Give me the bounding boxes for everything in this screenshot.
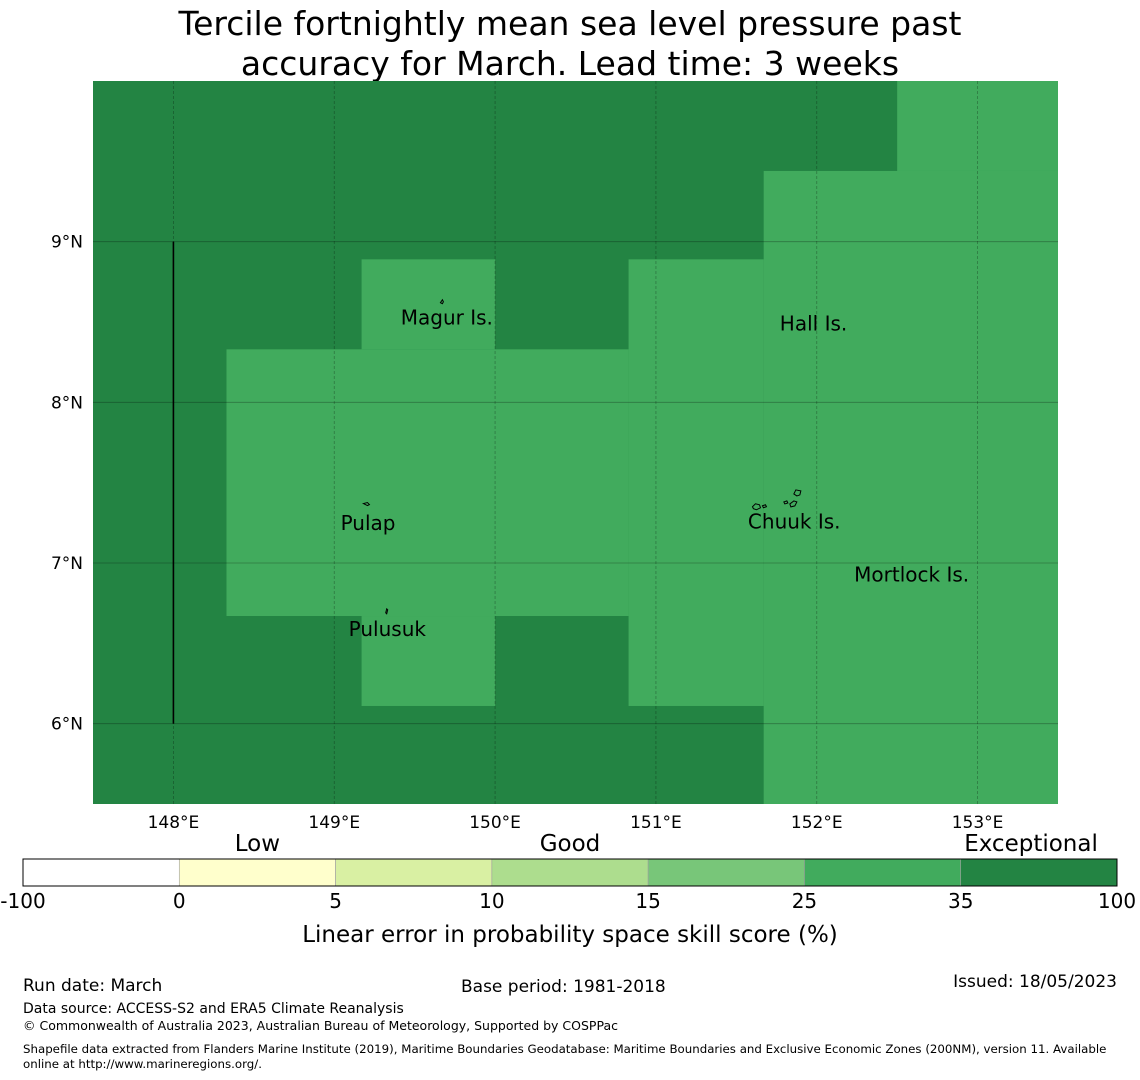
island-outline [751,503,768,511]
shapefile-credit-line-2: online at http://www.marineregions.org/. [23,1057,262,1071]
colorbar-category-label: Low [235,831,280,857]
colorbar-segment [960,858,1118,887]
colorbar-tick-label: 25 [792,889,817,913]
data-source: Data source: ACCESS-S2 and ERA5 Climate … [23,1001,404,1017]
island-outline [783,489,802,508]
map-cell [628,259,764,706]
map-cell [897,81,1058,171]
lat-tick-label: 6°N [51,715,83,735]
place-label: Magur Is. [401,305,493,329]
title-line-2: accuracy for March. Lead time: 3 weeks [240,44,900,83]
lon-tick-label: 151°E [630,813,682,833]
colorbar-segment [335,858,493,887]
colorbar-segment [804,858,962,887]
colorbar: -100 0 5 10 15 25 35 100 Low Good Exceptional Linea… [0,831,1136,948]
island-outline [385,607,389,615]
shapefile-credit-line-1: Shapefile data extracted from Flanders M… [23,1042,1107,1056]
colorbar-segment [22,858,180,887]
colorbar-category-label: Exceptional [964,831,1098,857]
place-label: Pulap [341,511,396,535]
lat-tick-label: 8°N [51,393,83,413]
colorbar-tick-label: 0 [173,889,186,913]
place-label: Hall Is. [780,312,847,336]
colorbar-frame [22,858,1118,887]
colorbar-segment [491,858,649,887]
lat-tick-label: 9°N [51,233,83,253]
colorbar-tick-label: 35 [948,889,973,913]
lat-tick-label: 7°N [51,554,83,574]
place-label: Mortlock Is. [854,562,969,586]
colorbar-axis-label: Linear error in probability space skill … [302,922,838,948]
lon-tick-label: 150°E [469,813,521,833]
island-outline [439,298,444,305]
run-date: Run date: March [23,976,163,996]
lon-tick-label: 153°E [952,813,1004,833]
colorbar-tick-label: 100 [1098,889,1136,913]
place-label: Pulusuk [349,617,427,641]
colorbar-tick-label: 15 [635,889,660,913]
colorbar-tick-label: -100 [0,889,45,913]
lon-tick-label: 149°E [308,813,360,833]
colorbar-tick-label: 5 [329,889,342,913]
title-line-1: Tercile fortnightly mean sea level press… [178,4,962,43]
map-panel: Magur Is. Hall Is. Pulap Chuuk Is. Mortlock … [51,81,1058,833]
base-period: Base period: 1981-2018 [461,977,666,997]
colorbar-segment [647,858,805,887]
colorbar-tick-label: 10 [479,889,504,913]
island-outline [361,501,371,507]
map-cell [361,259,496,350]
copyright: © Commonwealth of Australia 2023, Austra… [23,1018,618,1033]
map-cell [361,616,496,706]
colorbar-segment [178,858,336,887]
lon-tick-label: 152°E [791,813,843,833]
map-cell [226,349,629,617]
issued-date: Issued: 18/05/2023 [953,972,1117,992]
place-label: Chuuk Is. [748,509,841,533]
map-cell [763,170,1058,804]
map-title: Tercile fortnightly mean sea level press… [0,4,1140,84]
lon-tick-label: 148°E [148,813,200,833]
map-figure: Magur Is. Hall Is. Pulap Chuuk Is. Mortlock … [0,81,1136,948]
colorbar-category-label: Good [540,831,601,857]
